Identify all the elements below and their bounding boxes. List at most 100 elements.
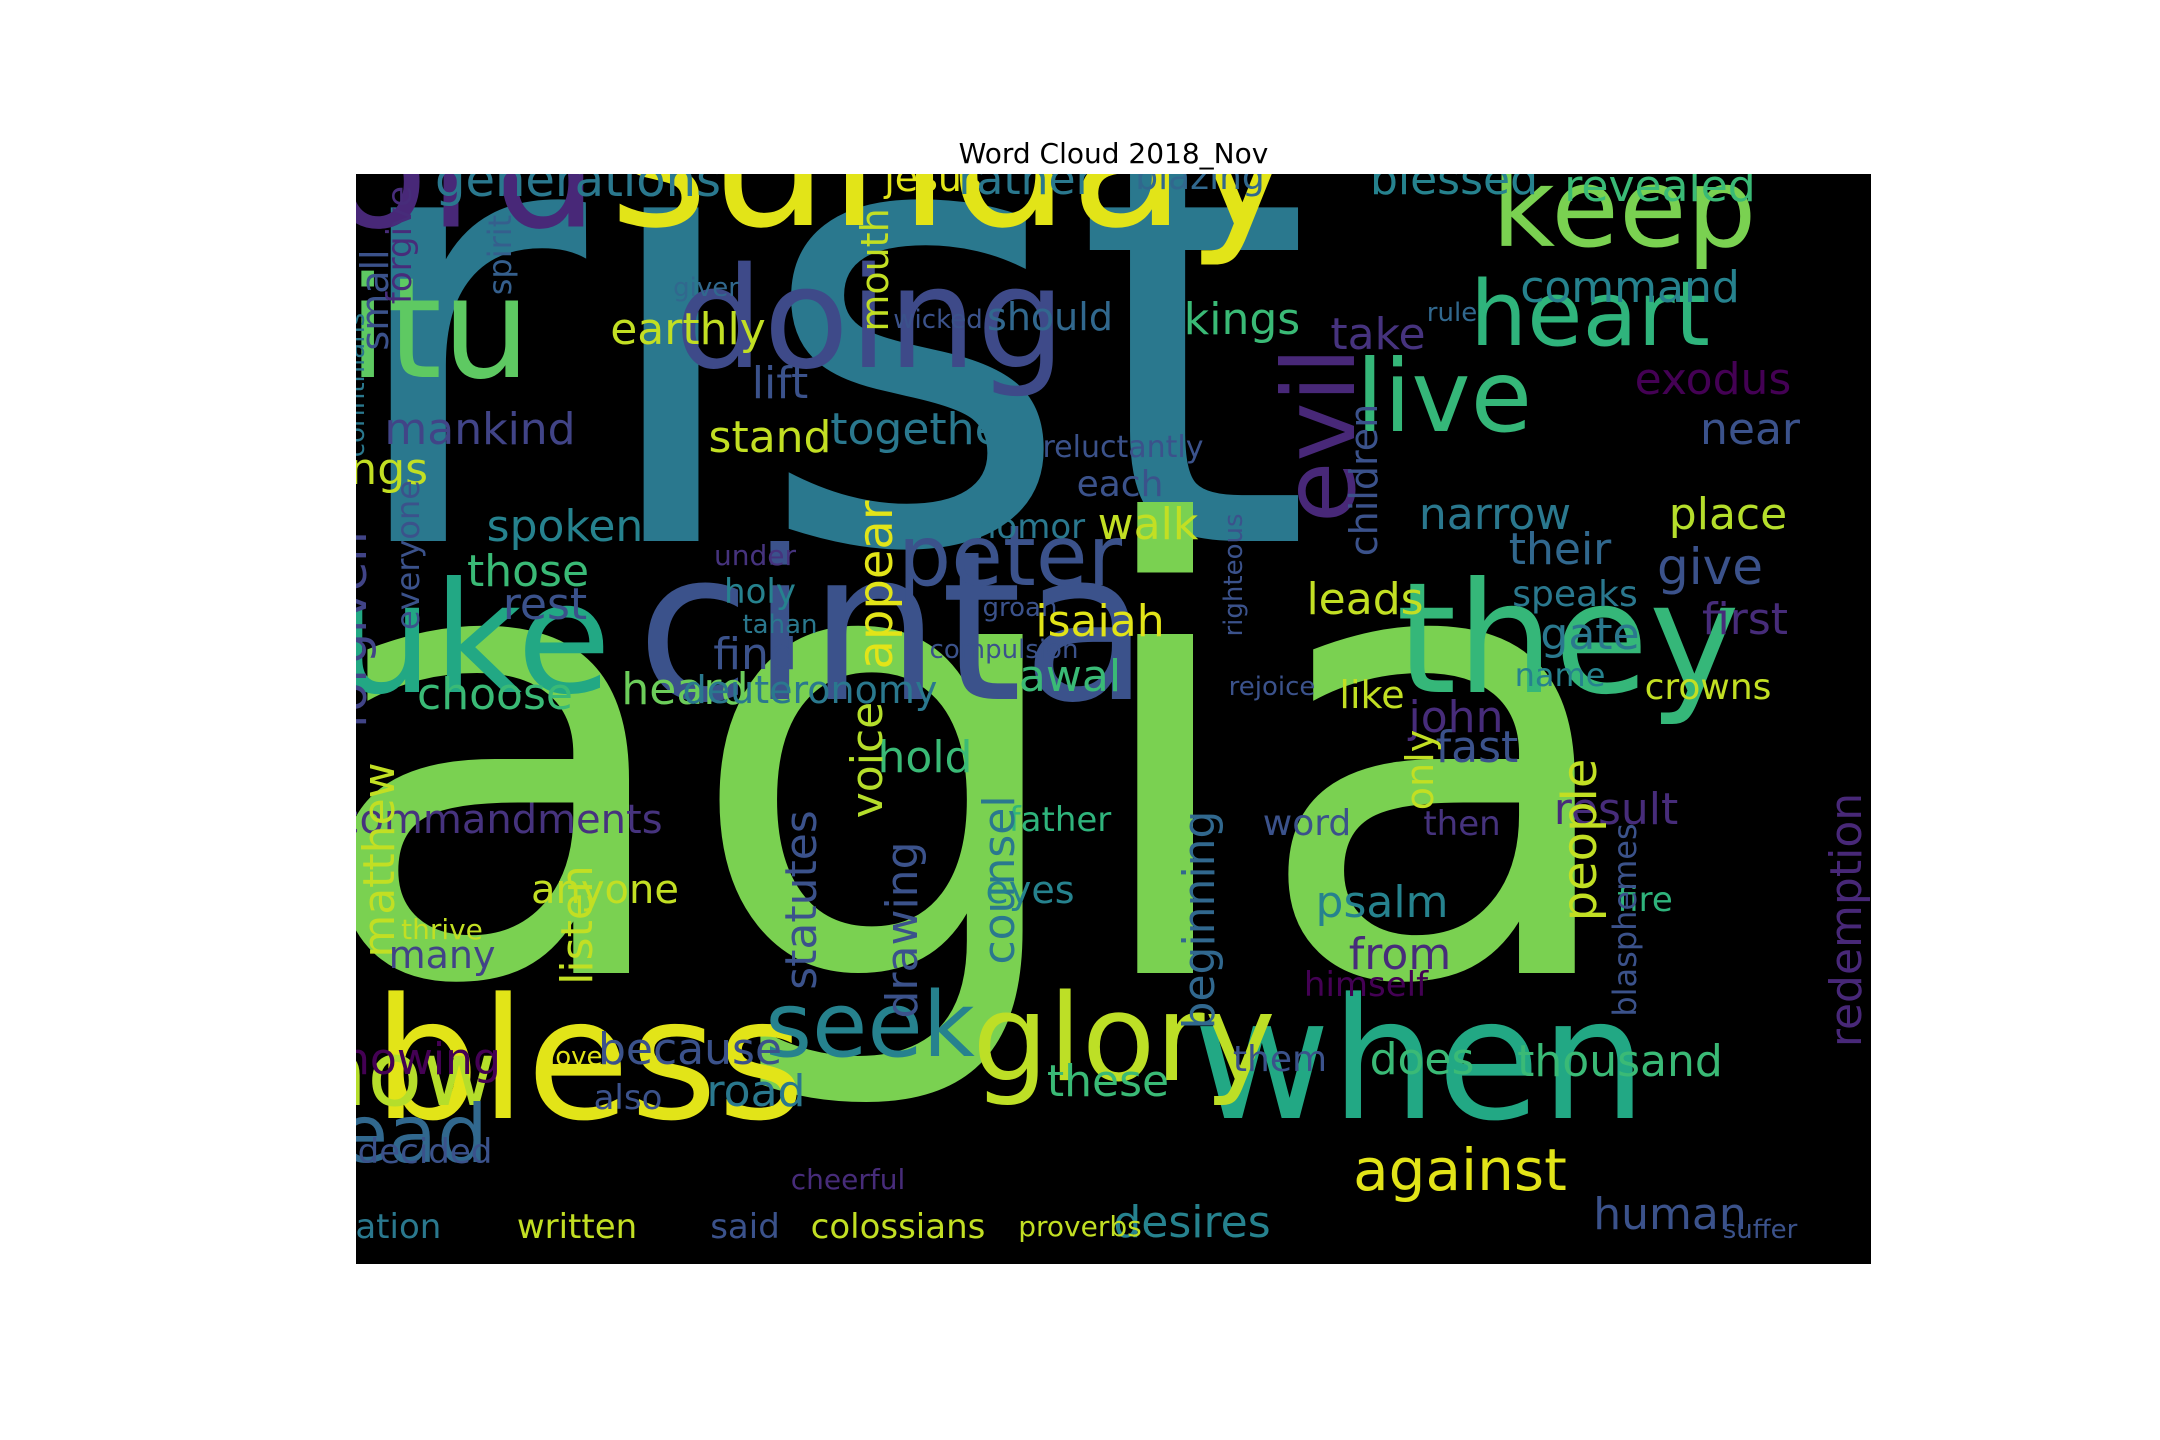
word-against: against <box>1353 1136 1567 1204</box>
word-proverbs: proverbs <box>1018 1210 1142 1243</box>
word-speaks: speaks <box>1512 574 1638 615</box>
word-bahagia: bahagia <box>356 399 1632 1120</box>
word-people: people <box>1552 758 1608 922</box>
word-under: under <box>713 539 797 572</box>
word-does: does <box>1369 1034 1475 1085</box>
word-fast: fast <box>1435 722 1519 773</box>
word-lift: lift <box>751 358 809 409</box>
word-written: written <box>516 1207 638 1247</box>
word-kings: kings <box>1183 294 1301 345</box>
word-cheerful: cheerful <box>790 1163 906 1196</box>
word-cinta: cinta <box>636 507 1150 749</box>
word-rejoice: rejoice <box>1228 672 1316 702</box>
word-generations: generations <box>434 174 722 208</box>
word-listen: listen <box>552 865 603 985</box>
word-narrow: narrow <box>1418 489 1572 540</box>
word-nomor: nomor <box>974 507 1086 547</box>
word-said: said <box>710 1207 780 1247</box>
word-keep: keep <box>1491 174 1757 272</box>
word-revelation: revelation <box>356 1207 442 1247</box>
word-righteous: righteous <box>1219 513 1249 637</box>
word-heart: heart <box>1470 262 1710 367</box>
word-road: road <box>706 1066 806 1117</box>
word-psalm: psalm <box>1315 877 1449 928</box>
word-their: their <box>1508 524 1612 575</box>
word-name: name <box>1514 656 1606 694</box>
word-mankind: mankind <box>384 404 576 455</box>
word-human: human <box>1593 1189 1747 1240</box>
word-word: word <box>1262 803 1352 844</box>
word-decided: decided <box>357 1132 493 1172</box>
word-eyes: eyes <box>985 868 1075 912</box>
word-blazing: blazing <box>1135 174 1265 198</box>
word-when: when <box>1193 962 1647 1158</box>
word-first: first <box>1702 594 1788 645</box>
word-gate: gate <box>1540 609 1640 660</box>
word-children: children <box>1342 403 1386 557</box>
word-appear: appear <box>848 500 904 670</box>
word-earthly: earthly <box>610 304 766 355</box>
word-father: father <box>1008 800 1112 840</box>
word-because: because <box>597 1024 783 1075</box>
word-live: live <box>1355 338 1533 455</box>
word-sunday: sunday <box>609 174 1298 255</box>
word-each: each <box>1076 464 1164 505</box>
word-jesus: jesus <box>884 174 982 200</box>
word-statutes: statutes <box>776 810 827 990</box>
word-they: they <box>1396 550 1740 729</box>
word-fire: fire <box>1617 880 1673 920</box>
word-like: like <box>1339 673 1405 717</box>
word-things: things <box>356 444 429 495</box>
word-command: command <box>1520 262 1740 313</box>
word-luke: luke <box>356 550 612 729</box>
word-doing: doing <box>674 238 1066 401</box>
word-redemption: redemption <box>1821 792 1871 1048</box>
word-glory: glory <box>972 970 1276 1109</box>
word-blasphemes: blasphemes <box>1606 823 1644 1017</box>
word-leads: leads <box>1306 574 1424 625</box>
chart-title: Word Cloud 2018_Nov <box>958 137 1269 170</box>
word-walk: walk <box>1097 499 1199 550</box>
word-only: only <box>1398 729 1442 811</box>
word-awal: awal <box>1018 651 1122 702</box>
word-holy: holy <box>724 572 796 612</box>
word-these: these <box>1046 1056 1170 1107</box>
word-should: should <box>987 295 1113 339</box>
word-drawing: drawing <box>877 841 928 1019</box>
word-crowns: crowns <box>1644 667 1772 708</box>
word-spoken: spoken <box>486 501 644 552</box>
word-showing: showing <box>356 1034 501 1085</box>
word-deuteronomy: deuteronomy <box>682 668 938 712</box>
word-colossians: colossians <box>810 1207 986 1247</box>
word-himself: himself <box>1303 965 1429 1005</box>
word-tahan: tahan <box>742 610 818 640</box>
word-bless: bless <box>373 962 805 1158</box>
word-seek: seek <box>765 973 975 1078</box>
word-know: know <box>356 1022 496 1127</box>
word-thousand: thousand <box>1517 1036 1723 1087</box>
word-rest: rest <box>502 579 588 630</box>
word-choose: choose <box>417 669 573 720</box>
word-voice: voice <box>842 701 893 819</box>
word-giver: giver <box>673 273 739 303</box>
word-isaiah: isaiah <box>1035 596 1165 647</box>
word-them: them <box>1232 1039 1328 1080</box>
word-give: give <box>1657 538 1763 596</box>
word-thrive: thrive <box>401 913 483 946</box>
word-lord: lord <box>356 174 598 253</box>
word-corinthians: corinthians <box>356 312 371 458</box>
word-result: result <box>1553 784 1679 835</box>
word-those: those <box>466 546 590 597</box>
word-stand: stand <box>708 412 832 463</box>
word-exodus: exodus <box>1634 354 1792 405</box>
word-desires: desires <box>1113 1197 1271 1248</box>
word-revealed: revealed <box>1564 174 1756 212</box>
word-commandments: commandments <box>356 797 663 843</box>
word-spirit: spirit <box>481 214 519 296</box>
word-compulsion: compulsion <box>929 635 1079 665</box>
word-loves: loves <box>547 1042 617 1072</box>
word-head: head <box>356 1088 488 1181</box>
word-mouth: mouth <box>853 208 897 332</box>
word-wicked: wicked <box>893 305 983 335</box>
